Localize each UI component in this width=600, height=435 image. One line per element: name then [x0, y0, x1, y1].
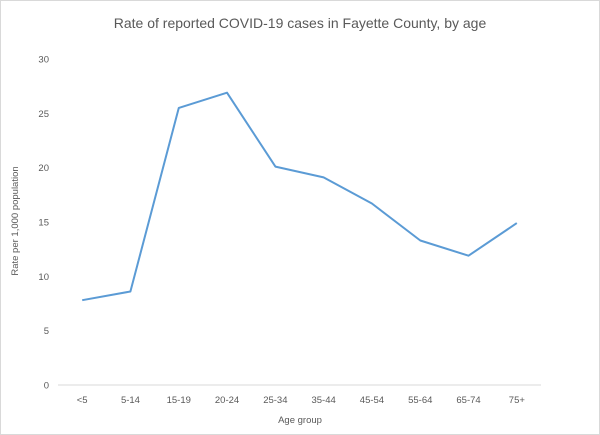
x-tick-label: 15-19	[167, 395, 191, 406]
x-axis: <5 5-14 15-19 20-24 25-34 35-44 45-54 55-64 65-7…	[77, 395, 526, 406]
y-tick-label: 20	[38, 163, 49, 174]
x-tick-label: 55-64	[408, 395, 432, 406]
y-tick-label: 5	[44, 326, 49, 337]
x-tick-label: 20-24	[215, 395, 239, 406]
x-tick-label: 35-44	[311, 395, 335, 406]
y-tick-label: 25	[38, 109, 49, 120]
x-tick-label: 5-14	[121, 395, 140, 406]
y-tick-label: 10	[38, 272, 49, 283]
x-tick-label: 65-74	[456, 395, 480, 406]
y-axis-label: Rate per 1,000 population	[10, 166, 21, 275]
x-tick-label: 75+	[509, 395, 526, 406]
y-tick-label: 30	[38, 55, 49, 66]
x-tick-label: 25-34	[263, 395, 287, 406]
chart-title: Rate of reported COVID-19 cases in Fayet…	[114, 15, 487, 31]
x-tick-label: 45-54	[360, 395, 384, 406]
x-axis-label: Age group	[278, 415, 322, 426]
series-line	[82, 91, 518, 302]
y-tick-label: 15	[38, 218, 49, 229]
x-tick-label: <5	[77, 395, 88, 406]
y-tick-label: 0	[44, 381, 49, 392]
y-axis: 0 5 10 15 20 25 30	[38, 55, 49, 392]
